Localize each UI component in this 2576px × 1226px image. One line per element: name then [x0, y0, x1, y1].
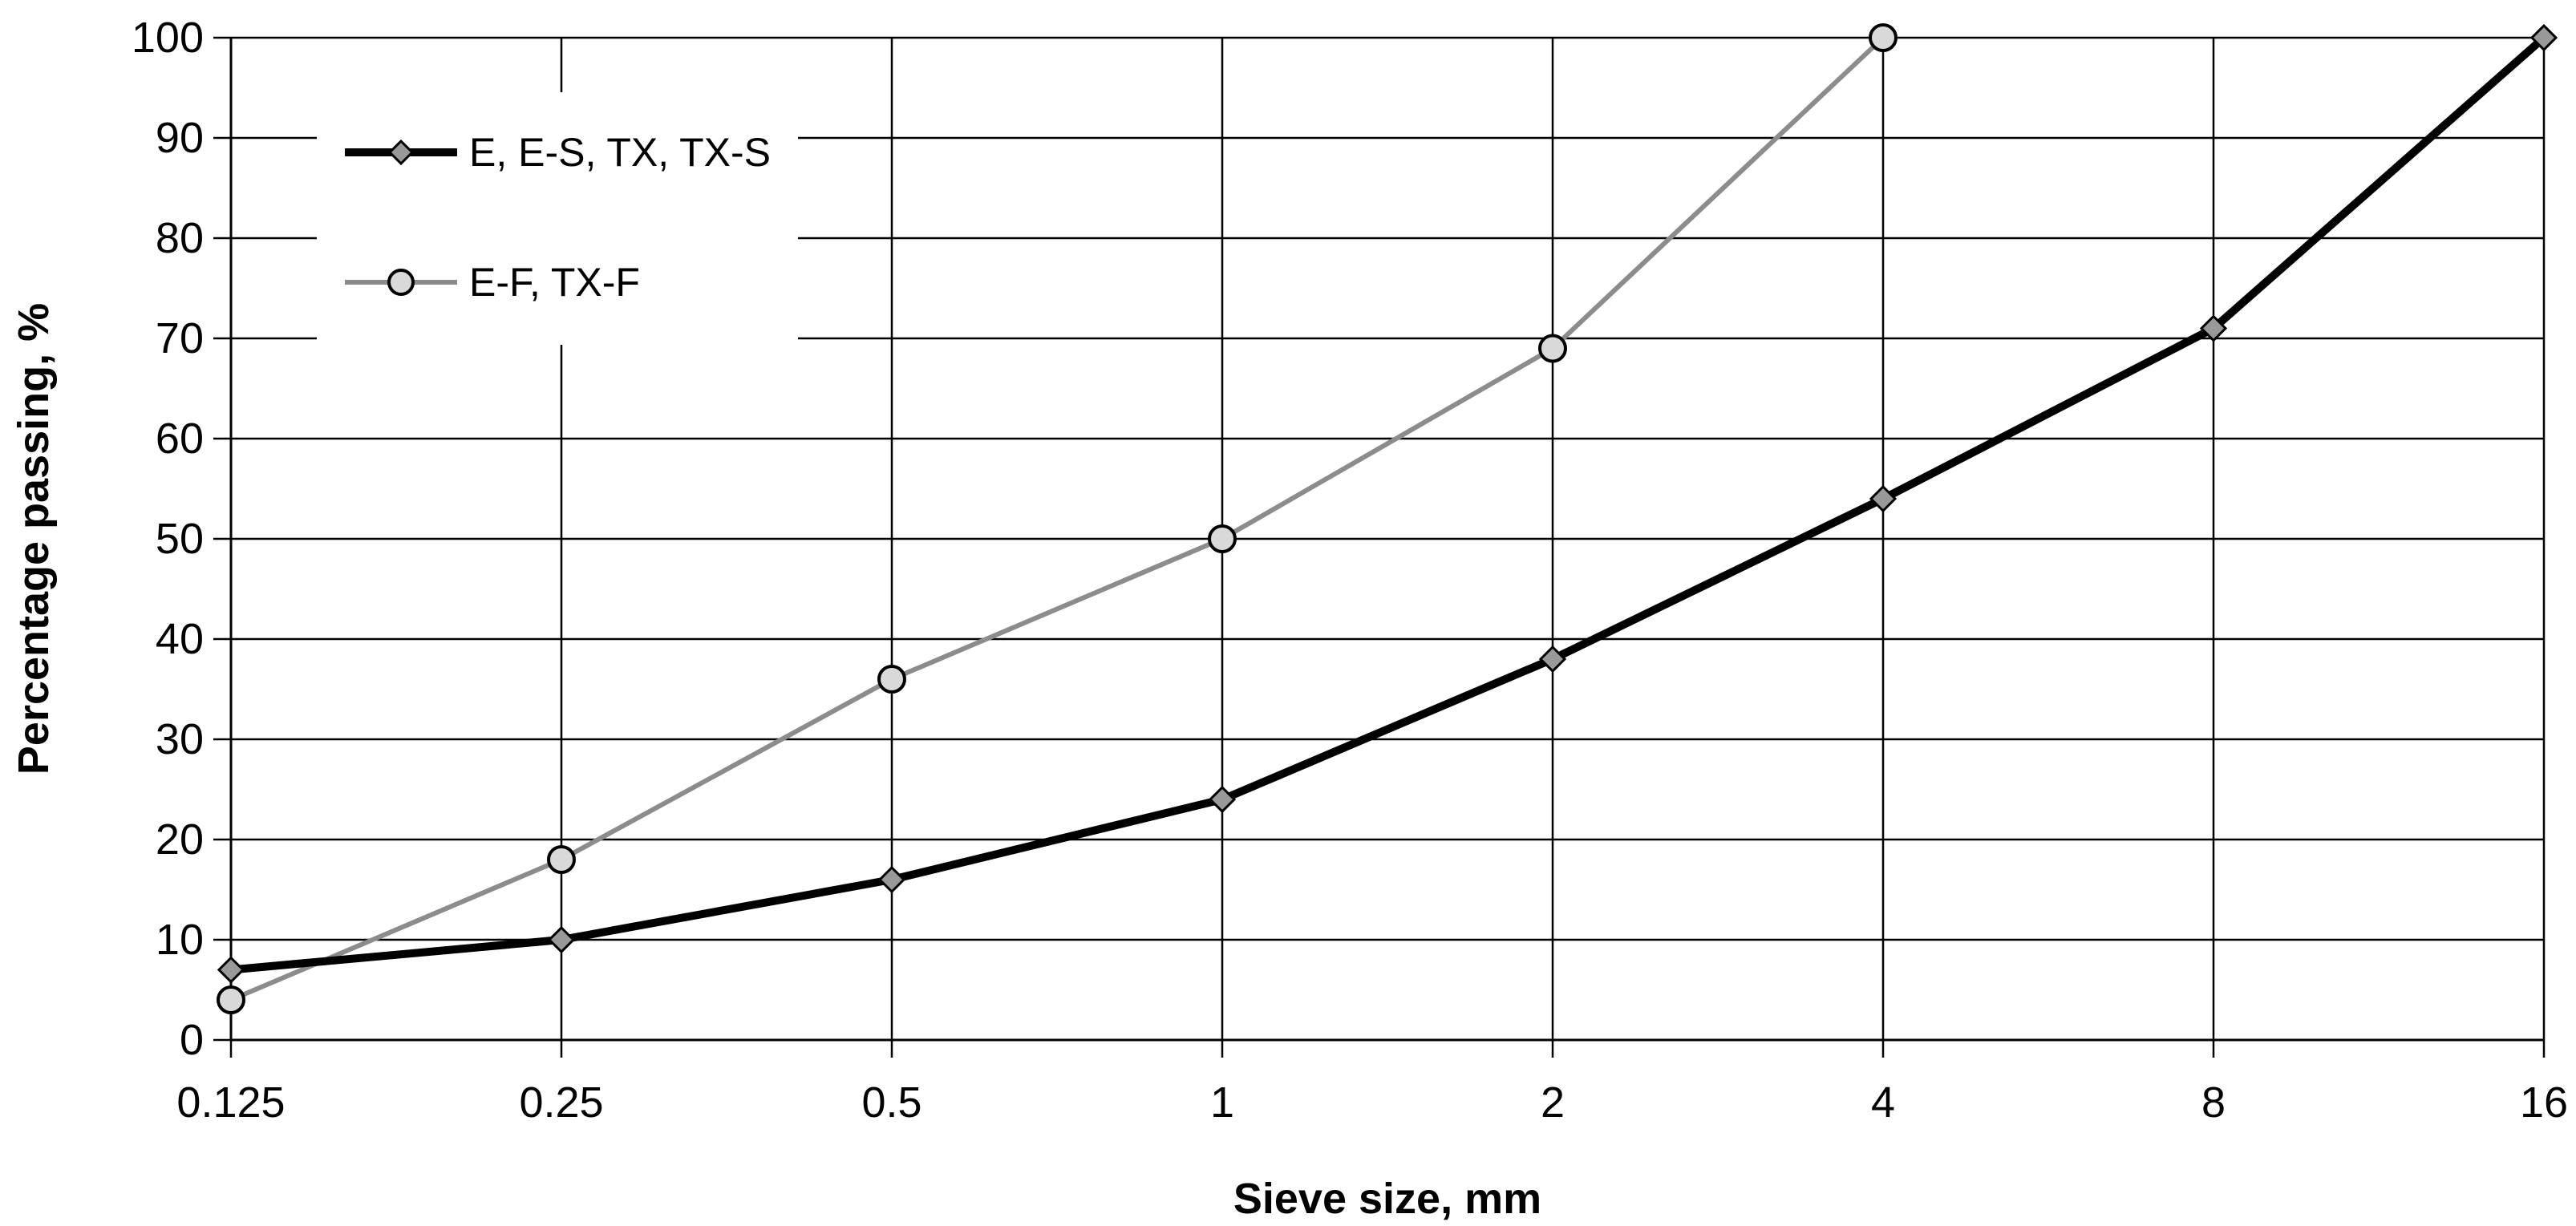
legend-marker-circle: [387, 269, 415, 296]
data-point-diamond: [2529, 23, 2558, 52]
y-tick-label: 10: [156, 916, 204, 964]
x-tick-labels: 0.125 0.25 0.5 1 2 4 8 16: [176, 1078, 2568, 1127]
y-axis-title: Percentage passing, %: [10, 303, 58, 775]
data-point-diamond: [1208, 785, 1237, 814]
x-tick-label: 4: [1871, 1078, 1895, 1127]
data-point-diamond: [547, 925, 576, 954]
y-tick-label: 100: [132, 14, 204, 62]
x-tick-label: 16: [2520, 1078, 2568, 1127]
data-point-diamond: [877, 865, 906, 894]
y-tick-labels: 0 10 20 30 40 50 60 70 80 90 100: [132, 14, 204, 1064]
x-tick-label: 1: [1210, 1078, 1234, 1127]
legend-label: E-F, TX-F: [469, 260, 640, 305]
y-tick-label: 80: [156, 214, 204, 262]
legend: E, E-S, TX, TX-S E-F, TX-F: [317, 92, 798, 345]
series-layer: [217, 23, 2558, 1014]
y-tick-label: 50: [156, 515, 204, 563]
legend-marker-diamond: [387, 139, 415, 166]
data-point-circle: [1869, 23, 1898, 52]
data-point-diamond: [1538, 645, 1567, 674]
y-tick-label: 30: [156, 715, 204, 763]
x-tick-label: 0.5: [861, 1078, 921, 1127]
y-tick-label: 0: [180, 1016, 204, 1064]
legend-label: E, E-S, TX, TX-S: [469, 130, 771, 175]
x-tick-label: 2: [1541, 1078, 1565, 1127]
y-tick-label: 20: [156, 815, 204, 864]
x-tick-label: 8: [2201, 1078, 2226, 1127]
data-point-circle: [1538, 334, 1567, 363]
data-point-diamond: [2199, 314, 2228, 342]
data-point-circle: [547, 845, 576, 874]
data-point-diamond: [217, 956, 245, 984]
axes: [213, 36, 2546, 1058]
data-point-circle: [217, 985, 245, 1014]
y-tick-label: 70: [156, 314, 204, 362]
x-tick-label: 0.25: [519, 1078, 603, 1127]
data-point-circle: [1208, 524, 1237, 553]
series-line: [229, 35, 1885, 1002]
y-tick-label: 40: [156, 615, 204, 663]
series-line: [230, 34, 2547, 974]
x-axis-title: Sieve size, mm: [1233, 1175, 1541, 1223]
x-tick-label: 0.125: [176, 1078, 285, 1127]
legend-background: [317, 92, 798, 345]
data-point-circle: [877, 665, 906, 694]
data-point-diamond: [1869, 484, 1898, 513]
y-tick-label: 60: [156, 415, 204, 463]
y-tick-label: 90: [156, 114, 204, 162]
